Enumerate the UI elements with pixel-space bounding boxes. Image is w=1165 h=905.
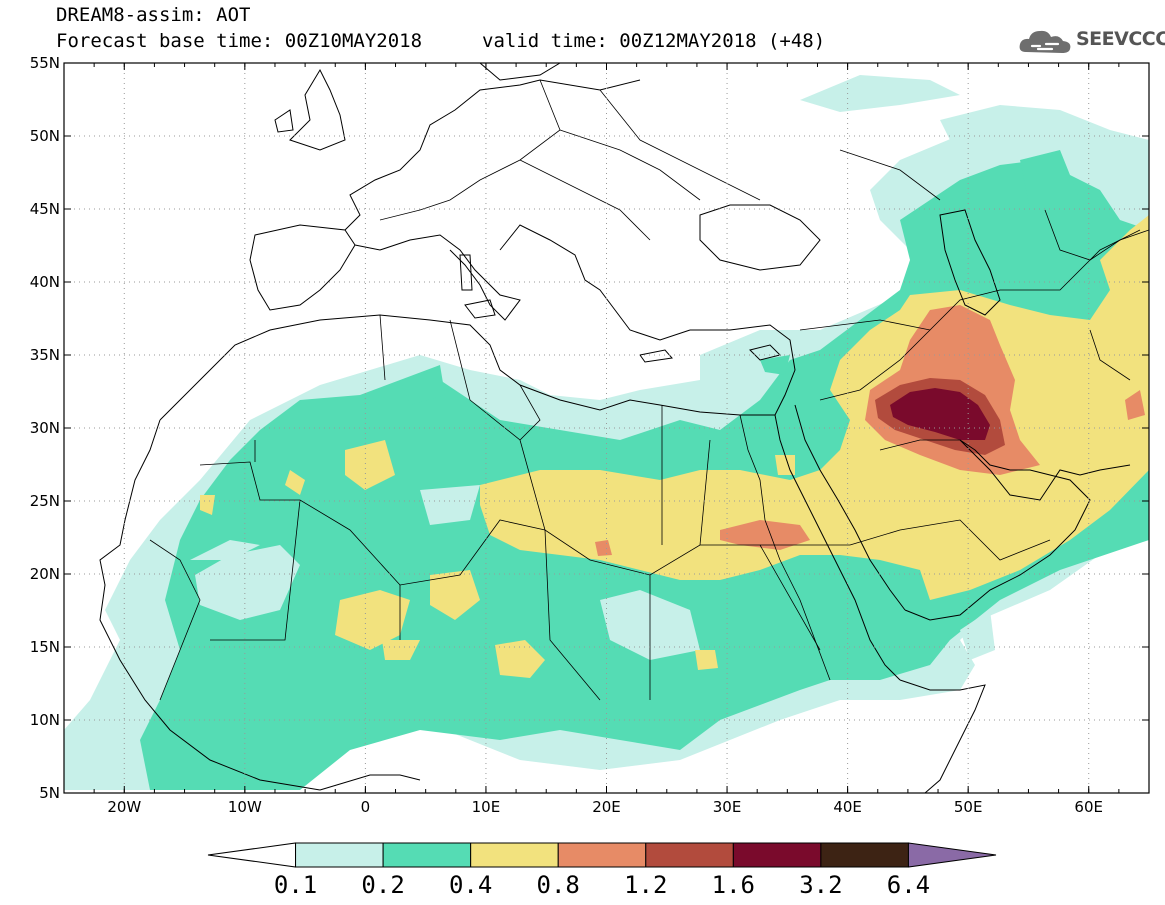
colorbar-segment (295, 842, 384, 868)
lon-tick-label: 10W (228, 798, 262, 816)
lat-tick-label: 5N (39, 784, 60, 802)
colorbar-segment (645, 842, 734, 868)
colorbar-right-arrow (907, 842, 997, 868)
logo-text: SEEVCCC (1076, 28, 1165, 50)
colorbar-label: 0.2 (361, 871, 404, 899)
colorbar-segment (470, 842, 559, 868)
colorbar-label: 3.2 (799, 871, 842, 899)
cloud-icon (1019, 30, 1071, 53)
colorbar-label: 6.4 (887, 871, 930, 899)
colorbar-segment (732, 842, 822, 868)
colorbar-left-arrow (207, 842, 297, 868)
colorbar-label: 0.8 (537, 871, 580, 899)
lat-tick-label: 25N (30, 492, 60, 510)
lat-tick-label: 35N (30, 346, 60, 364)
lat-tick-label: 20N (30, 565, 60, 583)
lat-tick-label: 10N (30, 711, 60, 729)
aot-colorbar: 0.1 0.2 0.4 0.8 1.2 1.6 3.2 6.4 (207, 842, 997, 899)
lon-tick-label: 0 (361, 798, 371, 816)
map-title: DREAM8-assim: AOT (56, 4, 251, 26)
lat-tick-label: 50N (30, 127, 60, 145)
lat-tick-label: 40N (30, 273, 60, 291)
lon-tick-label: 20W (107, 798, 141, 816)
lon-tick-label: 20E (592, 798, 621, 816)
colorbar-label: 0.4 (449, 871, 492, 899)
lat-tick-label: 55N (30, 54, 60, 72)
lon-tick-label: 60E (1074, 798, 1103, 816)
colorbar-label: 0.1 (274, 871, 317, 899)
map-grid (64, 63, 1149, 793)
colorbar-label: 1.6 (712, 871, 755, 899)
longitude-axis: 20W 10W 0 10E 20E 30E 40E 50E 60E (63, 63, 1150, 816)
lon-tick-label: 10E (472, 798, 501, 816)
aot-field (64, 75, 1149, 790)
colorbar-segment (820, 842, 909, 868)
lon-tick-label: 40E (833, 798, 862, 816)
lat-tick-label: 45N (30, 200, 60, 218)
valid-time: valid time: 00Z12MAY2018 (+48) (482, 30, 826, 52)
lon-tick-label: 50E (954, 798, 983, 816)
aot-level-1.6 (890, 388, 990, 440)
colorbar-segment (557, 842, 647, 868)
lat-tick-label: 15N (30, 638, 60, 656)
coastlines-and-borders (99, 63, 1149, 793)
colorbar-segment (382, 842, 472, 868)
seevccc-logo: SEEVCCC (1018, 26, 1165, 56)
lat-tick-label: 30N (30, 419, 60, 437)
colorbar-label: 1.2 (624, 871, 667, 899)
forecast-base-time: Forecast base time: 00Z10MAY2018 (56, 30, 423, 52)
lon-tick-label: 30E (713, 798, 742, 816)
latitude-axis: 55N 50N 45N 40N 35N 30N 25N 20N 15N 10N 5N (30, 54, 1149, 802)
